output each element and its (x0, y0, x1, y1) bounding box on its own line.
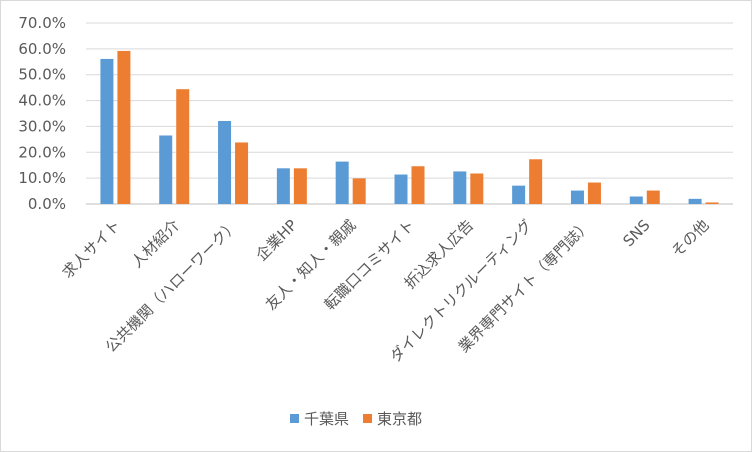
bar-chiba (394, 174, 408, 204)
bar-chiba (159, 135, 173, 204)
bar-chiba (453, 171, 467, 204)
legend-swatch-chiba (290, 414, 299, 423)
bar-tokyo (293, 168, 307, 204)
y-tick-label: 40.0% (18, 92, 66, 110)
x-category-label: その他 (668, 216, 713, 261)
bar-tokyo (411, 166, 425, 204)
bar-chiba (629, 196, 643, 204)
bar-tokyo (235, 142, 249, 204)
bar-tokyo (470, 173, 484, 204)
legend-swatch-tokyo (363, 414, 373, 423)
y-tick-label: 30.0% (18, 117, 66, 135)
bar-tokyo (705, 202, 719, 204)
bar-chiba (688, 198, 702, 204)
legend-label-chiba: 千葉県 (304, 410, 350, 428)
bar-tokyo (352, 178, 366, 204)
bar-tokyo (176, 89, 190, 204)
bar-tokyo (646, 190, 660, 204)
y-tick-label: 20.0% (18, 143, 66, 161)
y-tick-label: 50.0% (18, 66, 66, 84)
y-tick-label: 10.0% (18, 169, 66, 187)
x-category-label: SNS (619, 216, 653, 250)
bar-tokyo (587, 182, 601, 204)
x-category-label: 求人サイト (58, 216, 124, 282)
y-tick-label: 60.0% (18, 40, 66, 58)
bar-chiba (570, 190, 584, 204)
legend-item-chiba: 千葉県 (290, 408, 349, 429)
legend: 千葉県 東京都 (290, 408, 422, 429)
bar-chiba (218, 120, 232, 204)
x-category-label: 人材紹介 (128, 216, 183, 271)
bar-tokyo (117, 50, 131, 204)
y-tick-label: 70.0% (18, 14, 66, 32)
x-category-label: 企業HP (252, 216, 300, 264)
bar-tokyo (529, 159, 543, 204)
bar-chiba (512, 185, 526, 204)
bar-chiba (276, 168, 290, 204)
legend-item-tokyo: 東京都 (363, 408, 422, 429)
legend-label-tokyo: 東京都 (377, 410, 423, 428)
bar-chiba (100, 58, 114, 204)
bar-chiba (335, 161, 349, 204)
y-tick-label: 0.0% (28, 195, 66, 213)
